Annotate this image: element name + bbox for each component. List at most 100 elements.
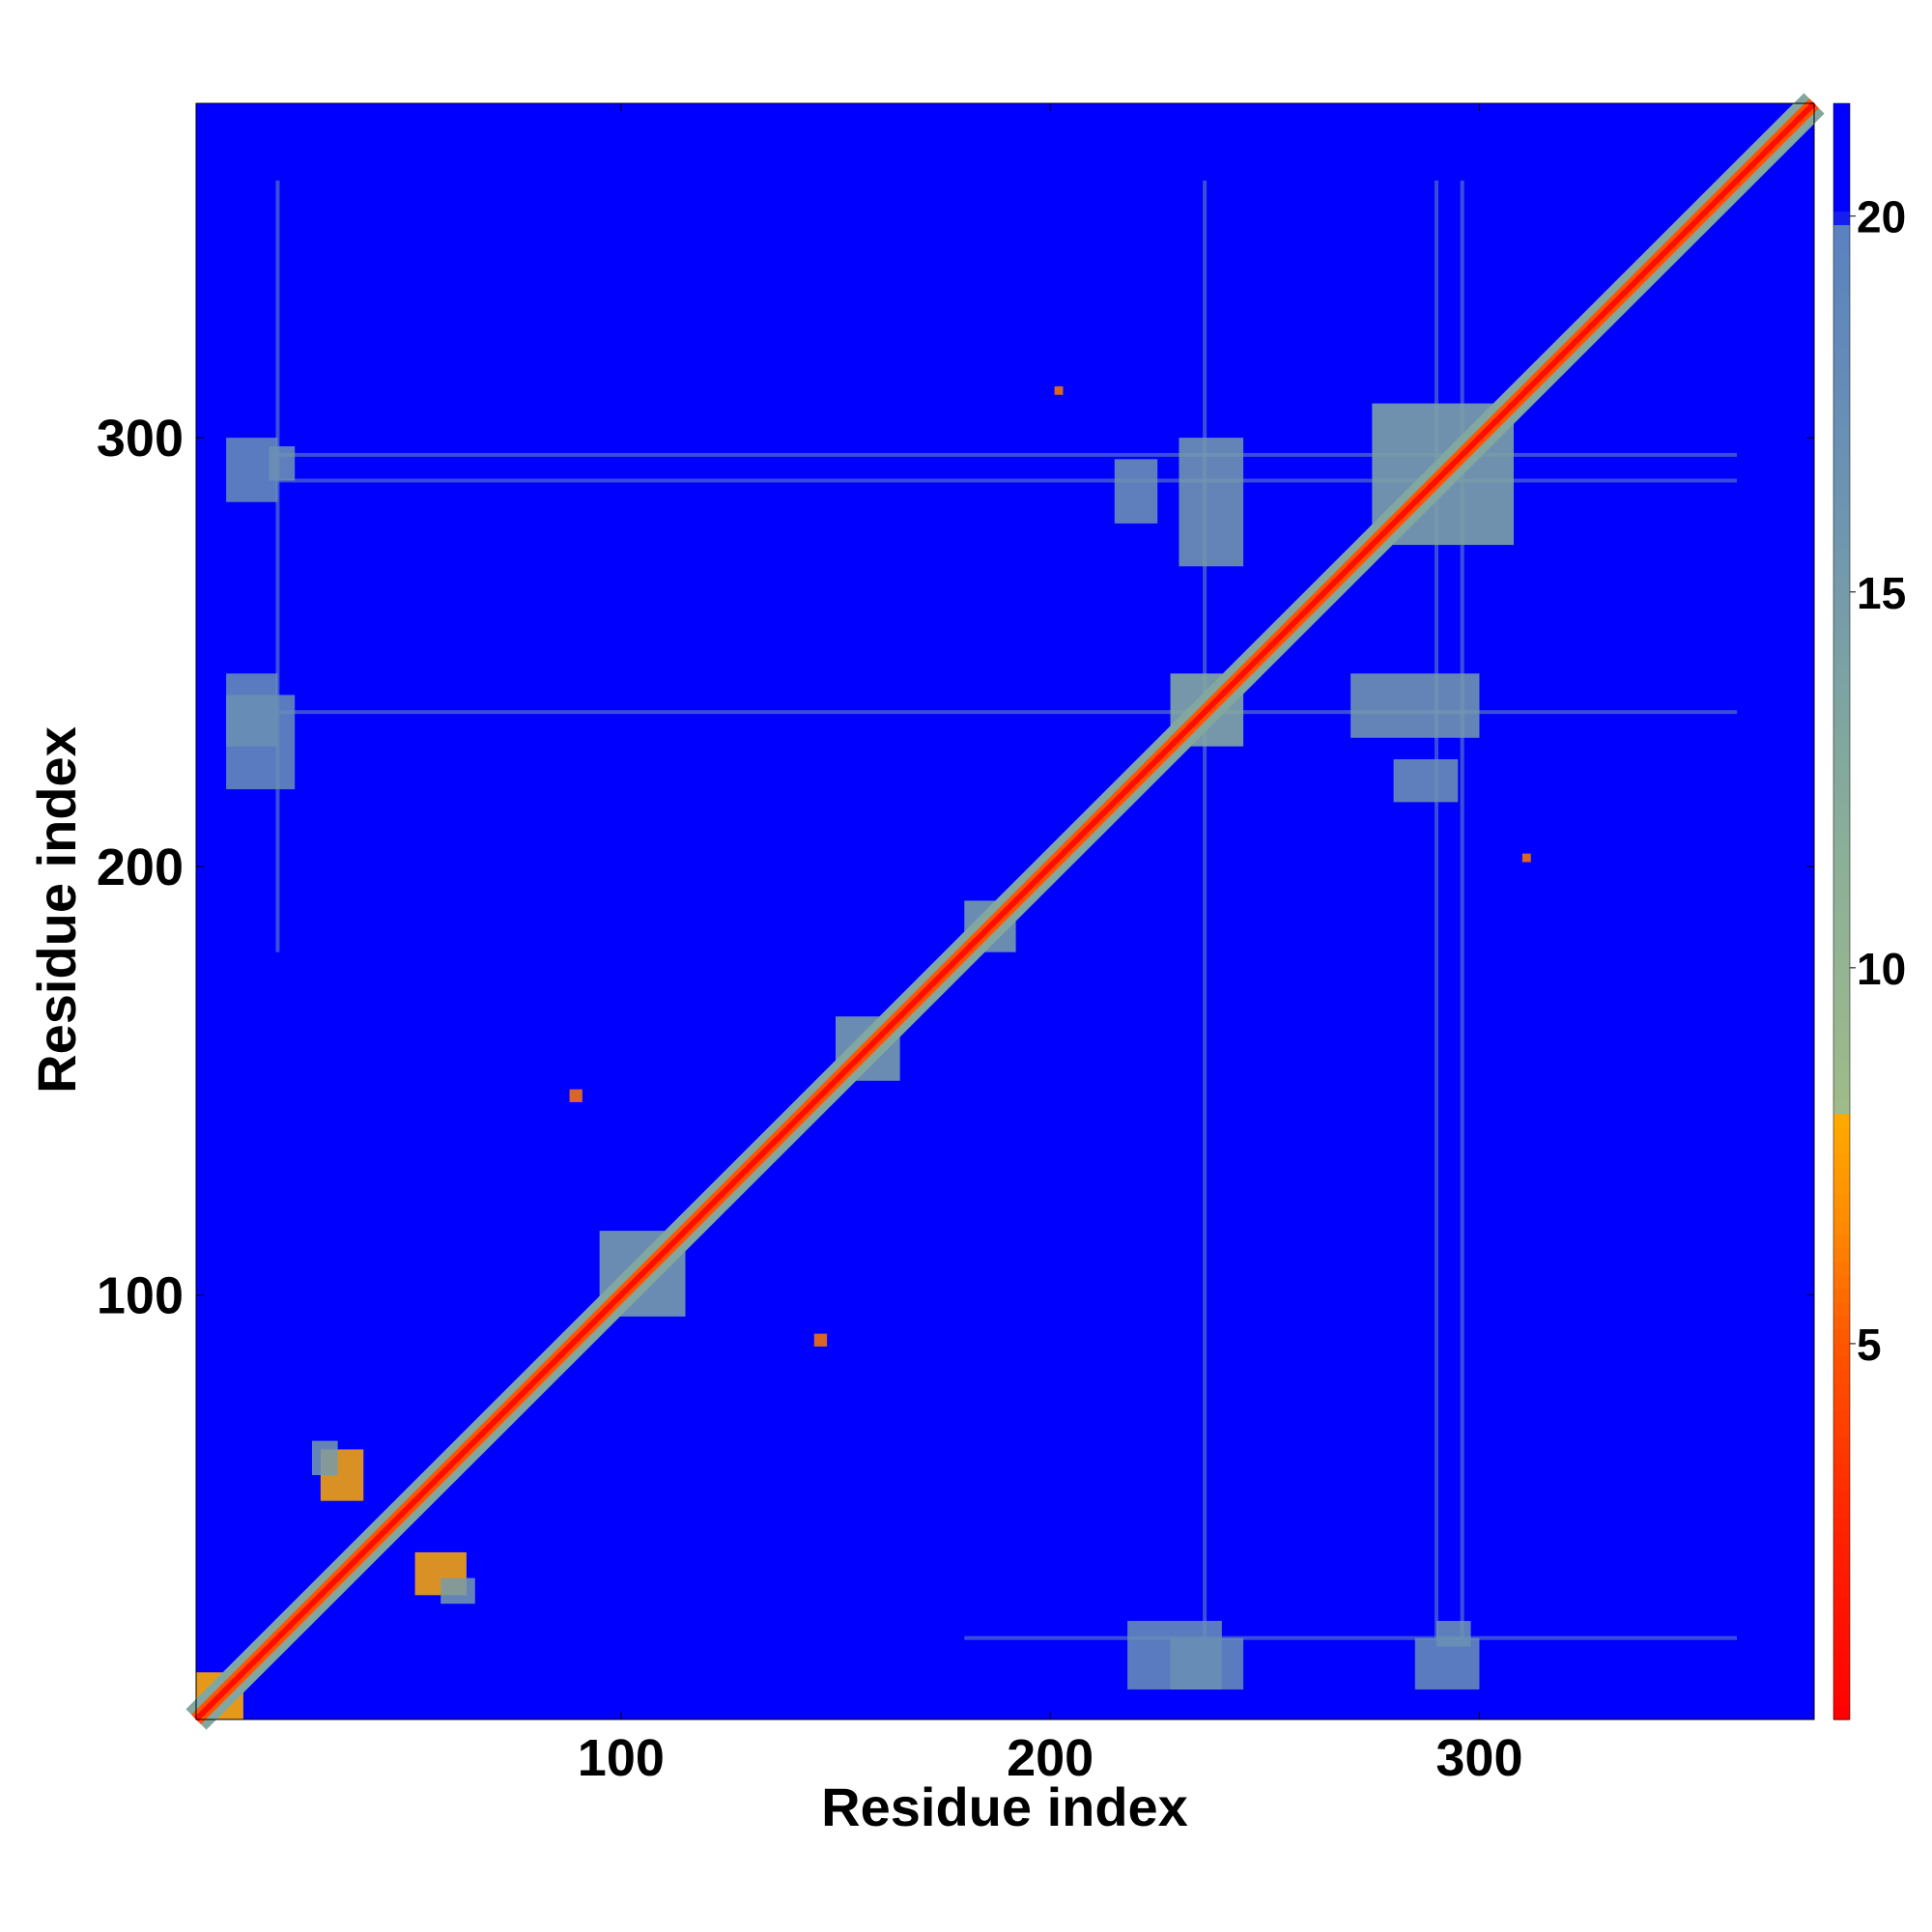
heatmap-contact-region xyxy=(813,1333,828,1347)
colorbar-segment xyxy=(1833,870,1850,886)
colorbar-segment xyxy=(1833,494,1850,508)
colorbar-segment xyxy=(1833,1140,1850,1155)
heatmap-contact-region xyxy=(1414,1637,1480,1690)
colorbar-segment xyxy=(1833,1382,1850,1397)
colorbar-segment xyxy=(1833,1248,1850,1263)
colorbar-segment xyxy=(1833,803,1850,818)
y-axis-ticks: 100 200 300 xyxy=(97,410,1814,1325)
colorbar-segment xyxy=(1833,1086,1850,1101)
colorbar-segment xyxy=(1833,736,1850,751)
colorbar-segment xyxy=(1833,1652,1850,1666)
x-tick-label: 100 xyxy=(578,1729,665,1787)
heatmap-stripe xyxy=(277,452,1738,457)
colorbar-segment xyxy=(1833,143,1850,158)
colorbar-segment xyxy=(1833,1113,1850,1128)
colorbar-segment xyxy=(1833,965,1850,980)
heatmap-contact-region xyxy=(1170,1637,1244,1690)
heatmap-contact-region xyxy=(311,1440,338,1476)
colorbar-segment xyxy=(1833,574,1850,589)
colorbar-segment xyxy=(1833,156,1850,172)
colorbar: 5 10 15 20 xyxy=(1833,102,1906,1720)
heatmap-contact-region xyxy=(226,438,278,502)
colorbar-segment xyxy=(1833,534,1850,549)
colorbar-segment xyxy=(1833,170,1850,185)
colorbar-segment xyxy=(1833,548,1850,562)
colorbar-segment xyxy=(1833,358,1850,374)
colorbar-segment xyxy=(1833,1625,1850,1639)
colorbar-segment xyxy=(1833,601,1850,616)
colorbar-segment xyxy=(1833,372,1850,387)
colorbar-segment xyxy=(1833,884,1850,899)
colorbar-segment xyxy=(1833,116,1850,131)
colorbar-segment xyxy=(1833,251,1850,266)
colorbar-segment xyxy=(1833,184,1850,199)
heatmap-stripe xyxy=(964,1635,1738,1640)
colorbar-segment xyxy=(1833,952,1850,966)
colorbar-segment xyxy=(1833,1099,1850,1115)
colorbar-segment xyxy=(1833,696,1850,710)
colorbar-segment xyxy=(1833,1369,1850,1384)
diagonal-center xyxy=(193,100,1817,1722)
colorbar-segment xyxy=(1833,1261,1850,1276)
colorbar-segment xyxy=(1833,992,1850,1007)
colorbar-border xyxy=(1833,102,1851,1720)
colorbar-segment xyxy=(1833,1355,1850,1371)
colorbar-segment xyxy=(1833,1477,1850,1492)
colorbar-segment xyxy=(1833,614,1850,630)
heatmap-stripe xyxy=(1460,180,1464,1638)
colorbar-segment xyxy=(1833,1180,1850,1195)
colorbar-segment xyxy=(1833,763,1850,778)
colorbar-segment xyxy=(1833,412,1850,428)
colorbar-segment xyxy=(1833,480,1850,495)
heatmap-contact-region xyxy=(569,1089,582,1102)
colorbar-tick-label: 15 xyxy=(1857,568,1906,618)
colorbar-segment xyxy=(1833,278,1850,293)
colorbar-segment xyxy=(1833,426,1850,441)
colorbar-segment xyxy=(1833,1450,1850,1464)
colorbar-segment xyxy=(1833,1490,1850,1505)
colorbar-segment xyxy=(1833,197,1850,213)
colorbar-segment xyxy=(1833,857,1850,872)
colorbar-segment xyxy=(1833,668,1850,684)
colorbar-segment xyxy=(1833,1692,1850,1707)
colorbar-segment xyxy=(1833,750,1850,764)
plot-frame xyxy=(195,102,1815,1720)
colorbar-segment xyxy=(1833,641,1850,657)
colorbar-segment xyxy=(1833,1517,1850,1532)
colorbar-segment xyxy=(1833,587,1850,603)
colorbar-segment xyxy=(1833,682,1850,697)
colorbar-tick-label: 10 xyxy=(1857,944,1906,994)
colorbar-segment xyxy=(1833,655,1850,670)
colorbar-segment xyxy=(1833,1423,1850,1437)
x-tick-label: 300 xyxy=(1435,1729,1522,1787)
colorbar-segment xyxy=(1833,830,1850,845)
x-tick-label: 200 xyxy=(1007,1729,1094,1787)
colorbar-segment xyxy=(1833,1208,1850,1222)
colorbar-segment xyxy=(1833,1679,1850,1693)
colorbar-segment xyxy=(1833,224,1850,240)
colorbar-segment xyxy=(1833,238,1850,252)
colorbar-segment xyxy=(1833,1194,1850,1208)
heatmap-stripe xyxy=(277,478,1738,483)
heatmap-stripe xyxy=(277,710,1738,715)
colorbar-segment xyxy=(1833,1396,1850,1410)
colorbar-segment xyxy=(1833,453,1850,469)
colorbar-segment xyxy=(1833,211,1850,226)
colorbar-segment xyxy=(1833,1530,1850,1546)
colorbar-segment xyxy=(1833,521,1850,535)
colorbar-segment xyxy=(1833,1072,1850,1088)
colorbar-segment xyxy=(1833,385,1850,401)
colorbar-segment xyxy=(1833,1706,1850,1720)
colorbar-segment xyxy=(1833,1557,1850,1573)
colorbar-segment xyxy=(1833,467,1850,481)
colorbar-segment xyxy=(1833,1167,1850,1181)
y-tick-label: 200 xyxy=(97,838,184,896)
heatmap-stripe xyxy=(1203,180,1208,1638)
colorbar-segment xyxy=(1833,440,1850,455)
colorbar-segment xyxy=(1833,1221,1850,1236)
colorbar-segment xyxy=(1833,897,1850,913)
colorbar-segment xyxy=(1833,1006,1850,1020)
colorbar-segment xyxy=(1833,777,1850,791)
colorbar-segment xyxy=(1833,399,1850,414)
colorbar-segment xyxy=(1833,938,1850,952)
